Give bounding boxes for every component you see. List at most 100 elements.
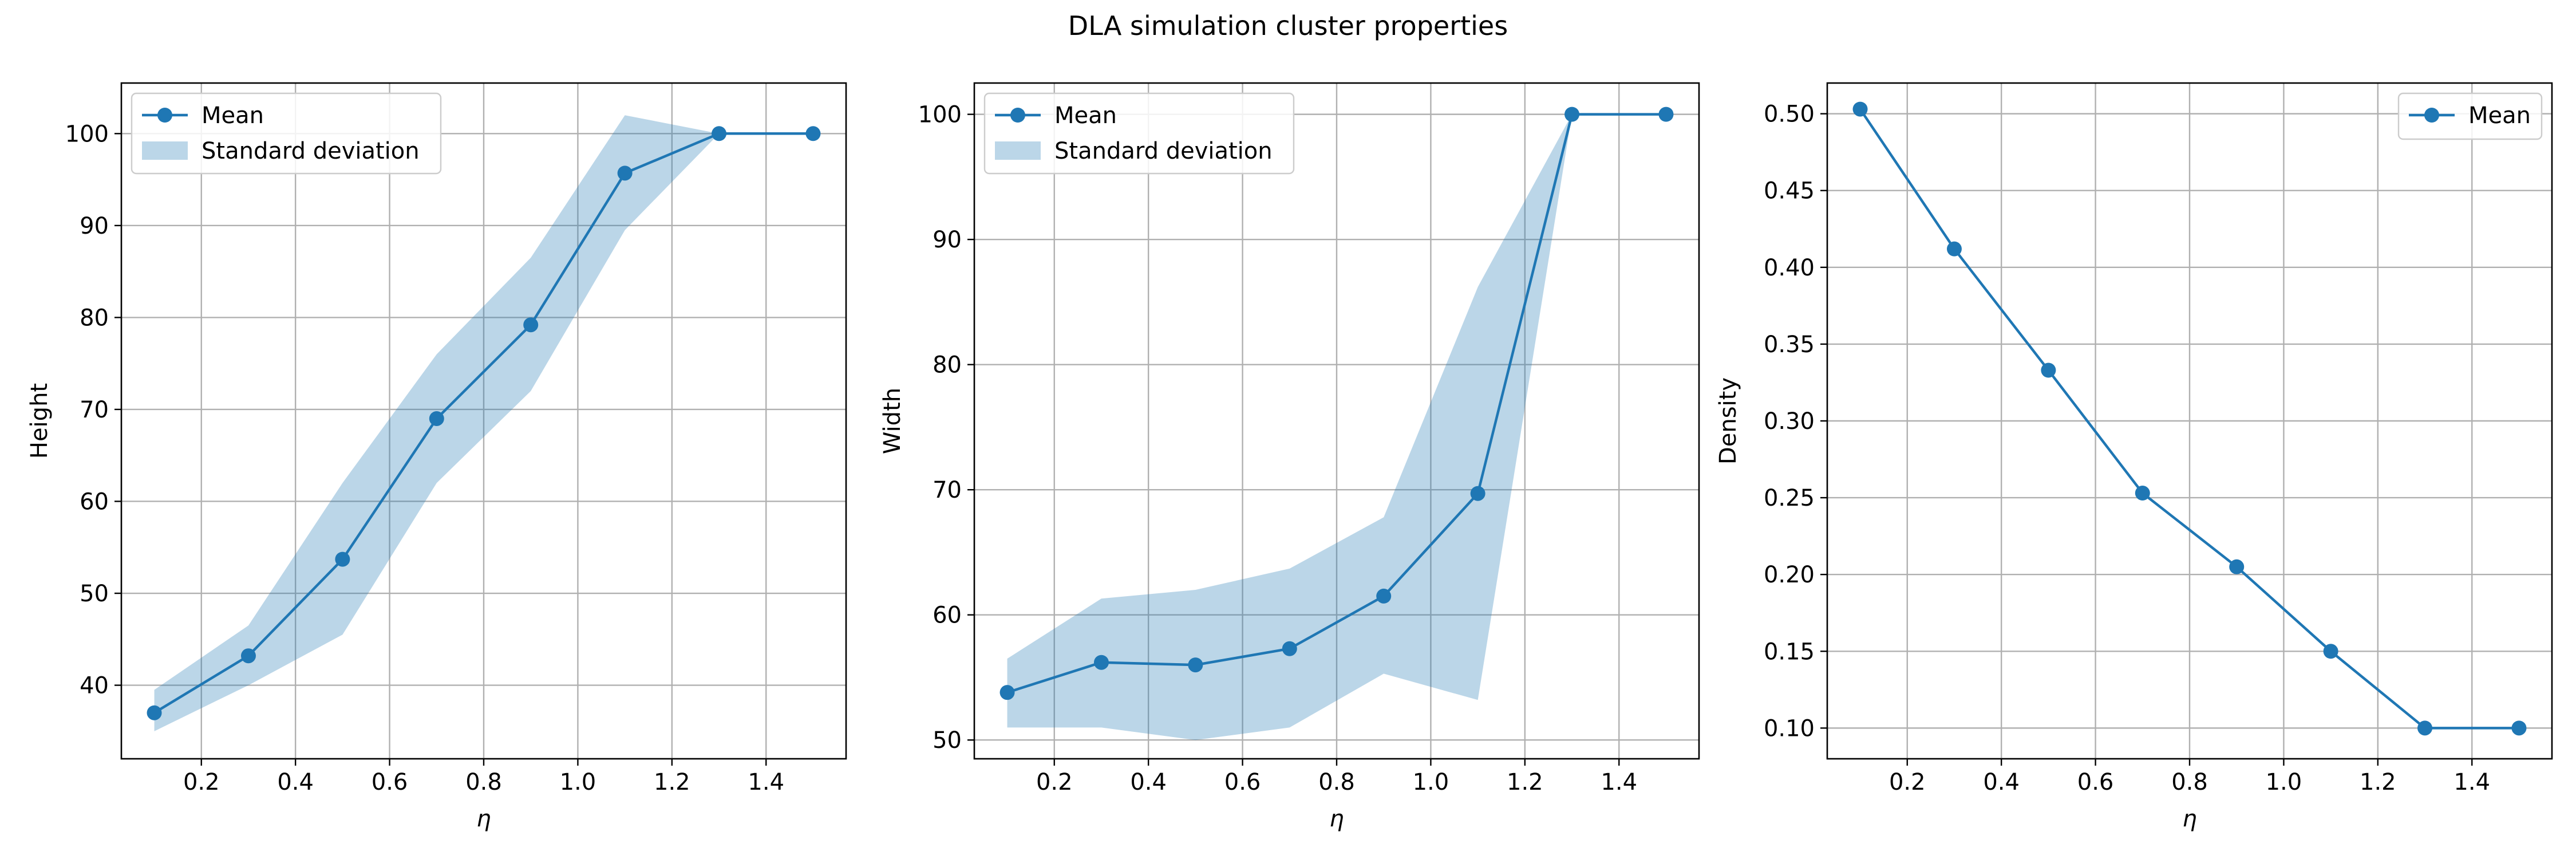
y-tick-label: 100 [65,121,109,147]
x-tick-label: 1.4 [1601,769,1637,795]
chart-panel-3: 0.2 0.4 0.6 0.8 1.0 1.2 1.4 0.10 0.15 0.20 0.25 0.3… [1715,82,2553,832]
y-tick-label: 80 [80,305,109,331]
x-tick-label: 0.6 [2077,769,2114,795]
legend-band-label: Standard deviation [1054,138,1273,164]
mean-data-point [1282,641,1297,656]
x-tick-label: 1.0 [2266,769,2302,795]
mean-data-point [335,551,350,567]
legend-mean-marker [1010,108,1025,123]
legend-box [983,92,1295,175]
legend-mean-label: Mean [1054,103,1117,129]
mean-data-point [805,126,821,141]
x-axis-label: η [1329,806,1344,832]
mean-data-point [617,166,633,181]
mean-data-point [2417,720,2433,736]
x-tick-label: 0.2 [183,769,220,795]
legend-box [2397,92,2543,140]
figure-title: DLA simulation cluster properties [1068,10,1508,41]
mean-data-point [429,411,444,426]
legend-band-label: Standard deviation [202,138,420,164]
mean-series-line [1006,113,1666,694]
x-tick-label: 1.4 [2453,769,2490,795]
x-tick-label: 0.8 [1318,769,1355,795]
mean-series-line [1859,108,2519,730]
x-tick-label: 0.2 [1889,769,1926,795]
y-tick-label: 0.10 [1764,715,1815,742]
legend: Mean Standard deviation [983,92,1295,175]
x-tick-label: 0.6 [1224,769,1261,795]
mean-data-point [712,126,727,141]
y-tick-label: 70 [80,397,109,423]
mean-data-point [1564,107,1580,122]
y-axis-label: Height [26,383,53,459]
y-tick-label: 50 [933,727,962,754]
x-tick-label: 1.4 [748,769,784,795]
std-deviation-band [1007,114,1666,740]
x-axis-label: η [2182,806,2196,832]
y-tick-label: 50 [80,581,109,607]
chart-panel-1: 0.2 0.4 0.6 0.8 1.0 1.2 1.4 40 50 60 70 80 90 100 η Hei… [26,82,847,832]
x-tick-label: 0.4 [1130,769,1167,795]
y-tick-label: 0.50 [1764,101,1815,128]
legend: Mean Standard deviation [131,92,442,175]
x-axis-label: η [476,806,491,832]
y-tick-label: 0.20 [1764,562,1815,588]
mean-data-point [2511,720,2527,736]
mean-data-point [523,317,539,333]
x-tick-label: 0.8 [2171,769,2208,795]
mean-data-point [1376,588,1392,604]
mean-data-point [1470,486,1485,501]
y-tick-label: 40 [80,673,109,699]
y-tick-label: 60 [80,488,109,515]
legend-mean-label: Mean [202,103,264,129]
y-tick-label: 100 [918,102,962,128]
mean-data-point [1946,241,1962,257]
legend: Mean [2397,92,2543,140]
legend-mean-marker [2424,108,2439,123]
legend-mean-label: Mean [2468,103,2531,129]
x-tick-label: 1.2 [654,769,690,795]
y-tick-label: 0.40 [1764,255,1815,281]
x-tick-label: 1.2 [1507,769,1543,795]
mean-data-point [2229,559,2245,574]
y-axis-label: Width [879,388,906,454]
y-tick-label: 90 [80,213,109,239]
x-tick-label: 0.4 [1983,769,2020,795]
legend-mean-marker [157,108,172,123]
y-tick-label: 0.15 [1764,639,1815,665]
mean-series-line [153,132,813,714]
y-tick-label: 0.25 [1764,485,1815,511]
legend-box [131,92,442,175]
mean-data-point [999,685,1015,700]
y-tick-label: 60 [933,602,962,629]
x-tick-label: 0.6 [372,769,408,795]
mean-data-point [2135,486,2150,501]
x-tick-label: 1.0 [560,769,596,795]
chart-panel-2: 0.2 0.4 0.6 0.8 1.0 1.2 1.4 50 60 70 80 90 100 η Width… [879,82,1700,832]
legend-band-swatch [995,141,1041,160]
x-tick-label: 0.2 [1036,769,1073,795]
x-tick-label: 0.8 [465,769,502,795]
x-tick-label: 1.0 [1413,769,1449,795]
mean-data-point [1852,101,1868,117]
mean-data-point [240,648,256,664]
y-axis-label: Density [1715,377,1741,464]
mean-data-point [1658,107,1674,122]
y-tick-label: 0.30 [1764,408,1815,435]
mean-data-point [2323,644,2338,659]
mean-data-point [1188,657,1203,673]
y-tick-label: 80 [933,352,962,379]
x-tick-label: 1.2 [2360,769,2396,795]
legend-band-swatch [142,141,188,160]
y-tick-label: 0.45 [1764,178,1815,204]
mean-data-point [147,705,162,720]
y-tick-label: 70 [933,477,962,503]
x-tick-label: 0.4 [277,769,314,795]
std-deviation-band [154,115,813,731]
mean-data-point [1093,655,1109,670]
y-tick-label: 90 [933,227,962,253]
mean-data-point [2041,362,2056,378]
y-tick-label: 0.35 [1764,332,1815,358]
